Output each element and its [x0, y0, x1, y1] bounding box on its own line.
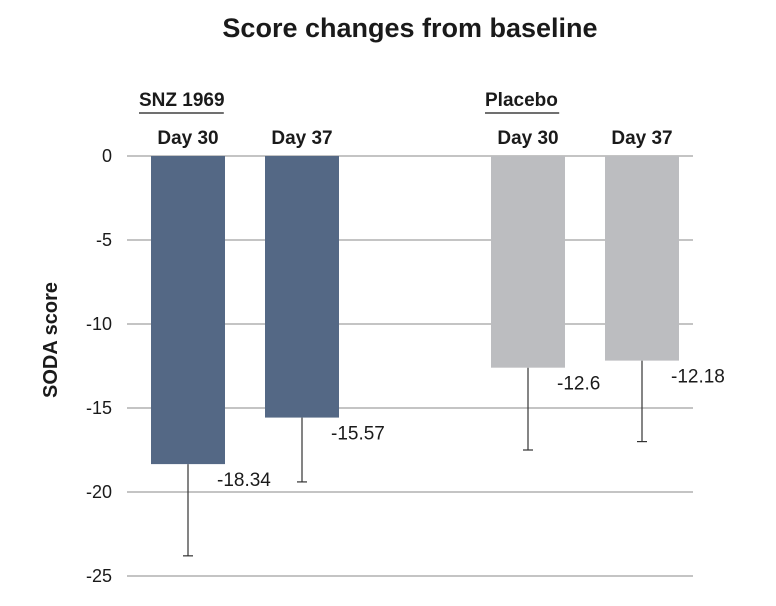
bar-value-label: -15.57	[331, 424, 385, 445]
y-tick-label: -5	[96, 230, 112, 250]
y-tick-label: -10	[86, 314, 112, 334]
bar-value-label: -12.18	[671, 367, 725, 388]
bar	[605, 156, 679, 361]
chart-title: Score changes from baseline	[222, 13, 597, 43]
group-label: SNZ 1969	[139, 90, 225, 111]
bar	[151, 156, 225, 465]
bars	[151, 156, 679, 557]
labels: SNZ 1969 Day 30 -18.34 Day 37 -15.57 Placebo D…	[139, 90, 725, 491]
y-tick-label: 0	[102, 146, 112, 166]
bar-category-label: Day 37	[611, 128, 672, 149]
bar-category-label: Day 30	[157, 128, 218, 149]
bar-category-label: Day 37	[271, 128, 332, 149]
y-axis-label: SODA score	[40, 282, 62, 398]
y-tick-label: -15	[86, 398, 112, 418]
bar-value-label: -18.34	[217, 470, 271, 491]
bar-category-label: Day 30	[497, 128, 558, 149]
group-label: Placebo	[485, 90, 558, 111]
y-tick-labels: 0 -5 -10 -15 -20 -25	[86, 146, 112, 586]
bar-value-label: -12.6	[557, 374, 600, 395]
y-tick-label: -20	[86, 482, 112, 502]
bar	[491, 156, 565, 368]
y-tick-label: -25	[86, 566, 112, 586]
bar	[265, 156, 339, 418]
